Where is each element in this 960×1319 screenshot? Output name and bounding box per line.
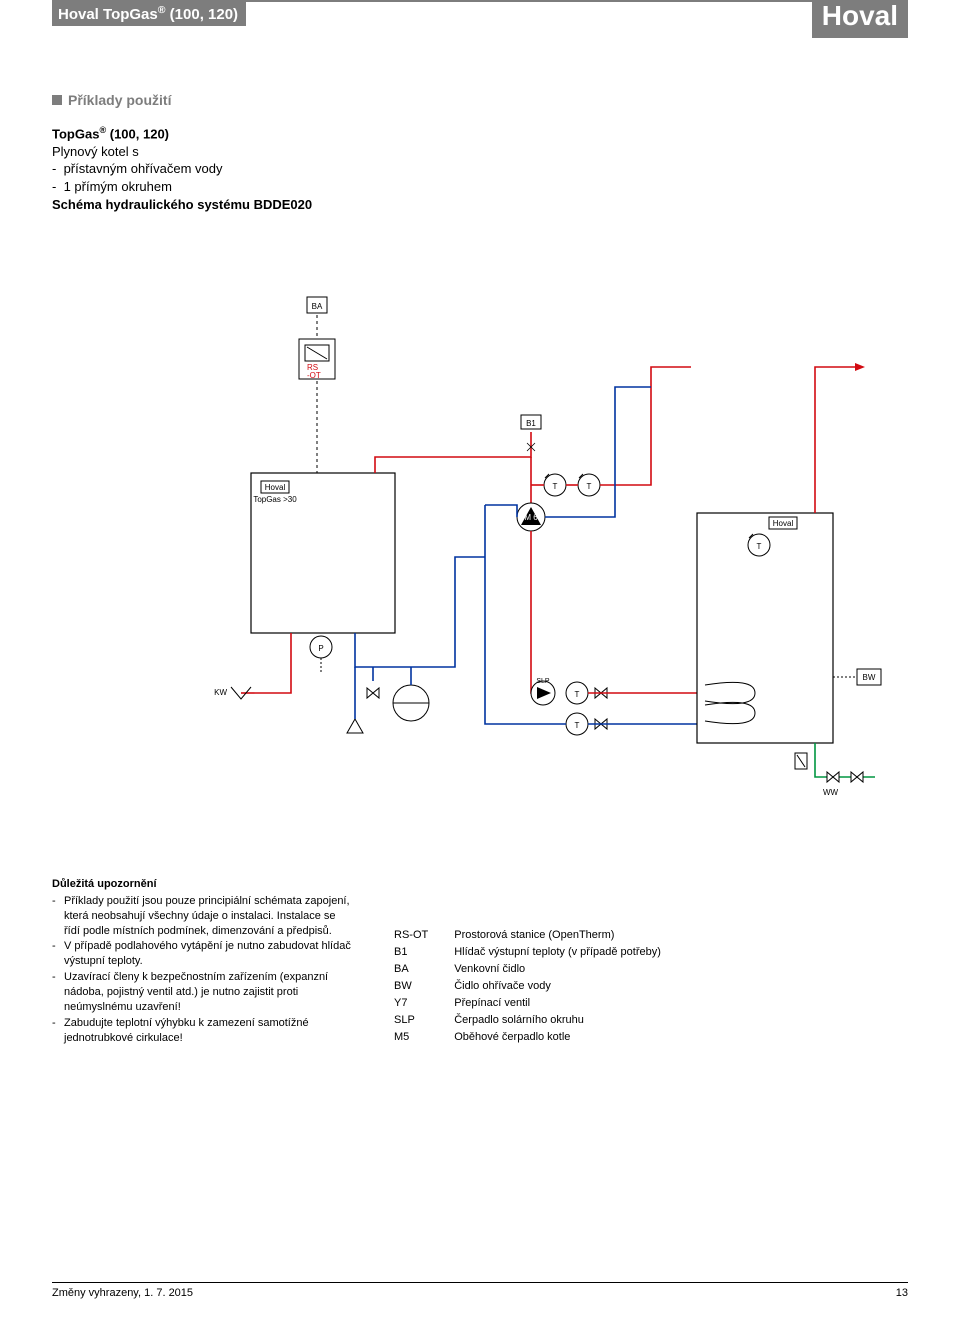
legend-code: RS-OT	[394, 928, 452, 943]
legend-desc: Venkovní čidlo	[454, 962, 661, 977]
diagram-svg: BA RS -OT Hoval TopGas >30 B1 M 6 T T	[55, 237, 905, 837]
note-item: Uzavírací členy k bezpečnostním zařízení…	[52, 970, 352, 1015]
notes-heading: Důležitá upozornění	[52, 877, 352, 892]
config-bullet-1-text: přístavným ohřívačem vody	[64, 161, 223, 176]
legend-desc: Čerpadlo solárního okruhu	[454, 1013, 661, 1028]
footer-page-number: 13	[896, 1287, 908, 1299]
kw-arrow-icon: KW	[214, 688, 227, 697]
section-heading-text: Příklady použití	[68, 92, 171, 108]
legend-code: BW	[394, 979, 452, 994]
config-schema: Schéma hydraulického systému BDDE020	[52, 196, 960, 214]
page-footer: Změny vyhrazeny, 1. 7. 2015 13	[52, 1282, 908, 1299]
legend-desc: Přepínací ventil	[454, 996, 661, 1011]
page-header: Hoval TopGas® (100, 120) Hoval	[0, 0, 960, 36]
footer-left: Změny vyhrazeny, 1. 7. 2015	[52, 1287, 193, 1299]
legend: RS-OTProstorová stanice (OpenTherm) B1Hl…	[392, 877, 908, 1046]
legend-code: Y7	[394, 996, 452, 1011]
note-1: Příklady použití jsou pouze principiální…	[64, 895, 350, 937]
note-3: Uzavírací členy k bezpečnostním zařízení…	[64, 971, 328, 1013]
ww-label: WW	[823, 788, 839, 797]
config-subline: Plynový kotel s	[52, 143, 960, 161]
note-item: Zabudujte teplotní výhybku k zamezení sa…	[52, 1016, 352, 1046]
config-bullet-2: - 1 přímým okruhem	[52, 178, 960, 196]
legend-row: RS-OTProstorová stanice (OpenTherm)	[394, 928, 661, 943]
legend-row: M5Oběhové čerpadlo kotle	[394, 1030, 661, 1045]
legend-row: BWČidlo ohřívače vody	[394, 979, 661, 994]
header-title: Hoval TopGas® (100, 120)	[52, 2, 246, 26]
legend-desc: Oběhové čerpadlo kotle	[454, 1030, 661, 1045]
legend-row: B1Hlídač výstupní teploty (v případě pot…	[394, 945, 661, 960]
legend-code: BA	[394, 962, 452, 977]
hydraulic-diagram: BA RS -OT Hoval TopGas >30 B1 M 6 T T	[55, 237, 905, 837]
legend-desc: Prostorová stanice (OpenTherm)	[454, 928, 661, 943]
legend-code: M5	[394, 1030, 452, 1045]
header-title-text: Hoval TopGas® (100, 120)	[58, 6, 238, 23]
legend-table: RS-OTProstorová stanice (OpenTherm) B1Hl…	[392, 926, 663, 1046]
note-item: Příklady použití jsou pouze principiální…	[52, 894, 352, 939]
notes-row: Důležitá upozornění Příklady použití jso…	[0, 877, 960, 1046]
legend-row: BAVenkovní čidlo	[394, 962, 661, 977]
section-heading: Příklady použití	[52, 92, 960, 108]
legend-code: SLP	[394, 1013, 452, 1028]
notes-list: Příklady použití jsou pouze principiální…	[52, 894, 352, 1045]
section-bullet-icon	[52, 95, 62, 105]
legend-desc: Čidlo ohřívače vody	[454, 979, 661, 994]
legend-row: SLPČerpadlo solárního okruhu	[394, 1013, 661, 1028]
legend-code: B1	[394, 945, 452, 960]
legend-row: Y7Přepínací ventil	[394, 996, 661, 1011]
legend-desc: Hlídač výstupní teploty (v případě potře…	[454, 945, 661, 960]
note-2: V případě podlahového vytápění je nutno …	[64, 940, 351, 967]
config-bullet-2-text: 1 přímým okruhem	[64, 179, 172, 194]
config-product: TopGas® (100, 120)	[52, 124, 960, 143]
config-bullet-1: - přístavným ohřívačem vody	[52, 160, 960, 178]
brand-logo-text: Hoval	[822, 0, 898, 31]
important-notes: Důležitá upozornění Příklady použití jso…	[52, 877, 352, 1046]
brand-logo: Hoval	[812, 0, 908, 38]
note-item: V případě podlahového vytápění je nutno …	[52, 939, 352, 969]
config-block: TopGas® (100, 120) Plynový kotel s - pří…	[52, 124, 960, 213]
note-4: Zabudujte teplotní výhybku k zamezení sa…	[64, 1017, 309, 1044]
